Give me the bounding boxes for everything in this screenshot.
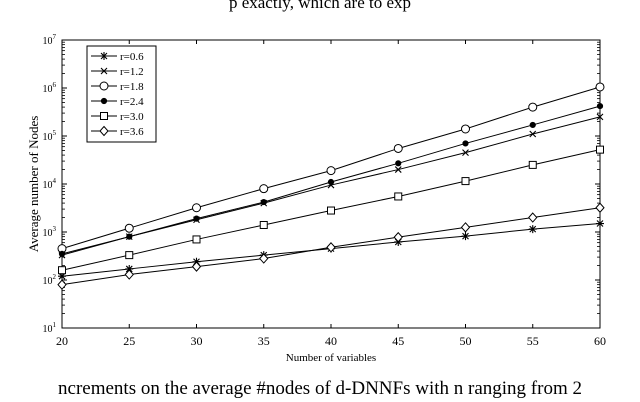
data-point — [596, 219, 604, 228]
x-tick-label: 50 — [460, 334, 472, 348]
data-point — [394, 192, 403, 201]
x-tick-label: 55 — [527, 334, 539, 348]
x-tick-label: 45 — [392, 334, 404, 348]
y-tick-label: 105 — [43, 129, 57, 143]
legend-item: r=1.8 — [91, 81, 144, 93]
x-tick-label: 40 — [325, 334, 337, 348]
data-point — [58, 250, 66, 257]
data-point — [596, 145, 604, 154]
legend-label: r=3.0 — [120, 111, 144, 123]
data-point — [259, 253, 269, 264]
legend-item: r=3.6 — [91, 125, 144, 138]
data-point — [528, 102, 538, 112]
data-point — [462, 149, 469, 157]
data-point — [461, 177, 470, 186]
data-point — [192, 203, 201, 213]
data-point — [461, 232, 470, 241]
data-point — [595, 202, 605, 214]
caption-top: p exactly, which are to exp — [228, 0, 412, 12]
legend-item: r=2.4 — [91, 96, 144, 108]
x-tick-label: 30 — [191, 334, 203, 348]
data-point — [394, 166, 402, 173]
data-point — [529, 130, 537, 138]
x-axis-label: Number of variables — [286, 352, 376, 364]
data-point — [326, 242, 336, 253]
data-point — [595, 82, 605, 92]
legend-item: r=1.2 — [91, 66, 144, 78]
legend-item: r=3.0 — [91, 111, 144, 123]
data-point — [193, 215, 200, 222]
data-point — [393, 143, 403, 153]
data-point — [326, 166, 336, 176]
data-point — [596, 113, 604, 121]
data-point — [462, 140, 469, 147]
data-point — [528, 225, 537, 234]
y-axis-label: Average number of Nodes — [26, 116, 41, 253]
data-point — [125, 264, 134, 273]
data-point — [191, 261, 202, 272]
series-r=3.6 — [57, 202, 605, 290]
legend-label: r=2.4 — [120, 96, 144, 108]
legend-box — [86, 45, 157, 143]
data-point — [99, 125, 109, 137]
y-tick-label: 104 — [43, 177, 57, 191]
data-point — [395, 160, 402, 167]
data-point — [529, 121, 536, 129]
data-point — [58, 266, 66, 275]
legend-label: r=1.2 — [120, 66, 144, 78]
series-layer — [57, 82, 605, 290]
data-point — [259, 184, 269, 194]
legend-label: r=3.6 — [120, 126, 144, 138]
data-point — [100, 97, 108, 105]
data-point — [259, 220, 268, 229]
data-point — [99, 81, 109, 91]
y-tick-label: 103 — [43, 225, 57, 239]
y-tick-label: 107 — [43, 33, 57, 47]
legend-label: r=0.6 — [120, 51, 144, 63]
data-point — [260, 198, 267, 206]
data-point — [124, 269, 134, 280]
legend-label: r=1.8 — [120, 81, 144, 93]
legend-item: r=0.6 — [91, 51, 144, 63]
data-point — [100, 67, 108, 75]
x-tick-label: 25 — [123, 334, 135, 348]
data-point — [58, 272, 66, 281]
legend: r=0.6 r=1.2 r=1.8 r=2.4 r=3.0 r=3.6 — [86, 45, 157, 143]
data-point — [125, 251, 134, 260]
data-point — [100, 112, 108, 120]
data-point — [124, 223, 134, 233]
caption-bottom: ncrements on the average #nodes of d-DNN… — [58, 378, 582, 399]
data-point — [327, 206, 335, 215]
data-point — [57, 279, 67, 290]
series-r=1.8 — [57, 82, 605, 254]
data-point — [327, 178, 335, 186]
data-point — [528, 160, 537, 169]
y-tick-label: 102 — [43, 273, 57, 287]
data-point — [528, 212, 538, 223]
x-tick-label: 35 — [258, 334, 270, 348]
series-r=3.0 — [58, 145, 604, 275]
series-r=2.4 — [58, 102, 604, 257]
y-tick-label: 101 — [43, 321, 57, 335]
data-point — [596, 102, 604, 110]
y-tick-label: 106 — [43, 81, 57, 95]
x-tick-label: 20 — [56, 334, 68, 348]
data-point — [393, 231, 403, 243]
data-point — [192, 235, 201, 244]
data-point — [126, 233, 133, 240]
data-point — [100, 52, 108, 60]
data-point — [460, 222, 471, 233]
data-point — [461, 124, 470, 134]
x-tick-label: 60 — [594, 334, 606, 348]
